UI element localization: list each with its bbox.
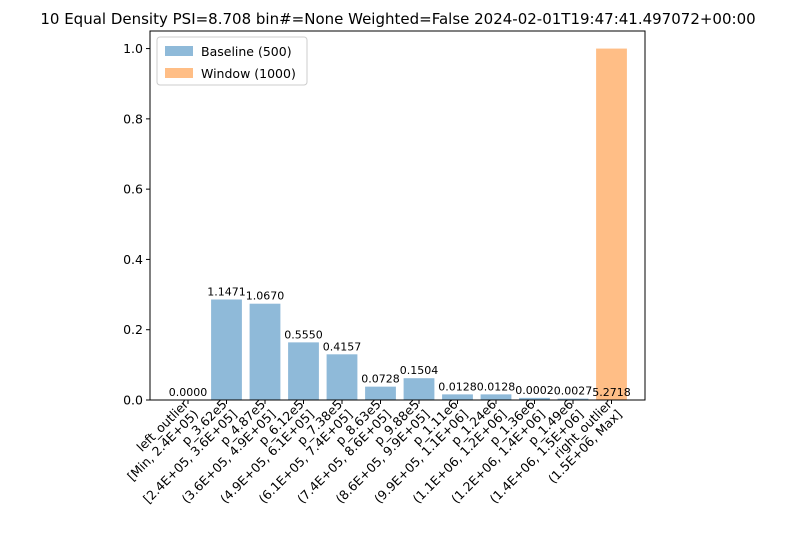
bar-value-label: 0.0002 [515,384,554,397]
axes-frame [149,30,646,401]
bar-baseline-5 [365,386,396,400]
bar-value-label: 0.4157 [323,340,362,353]
y-tick-label: 0.6 [123,182,143,197]
bar-value-label: 5.2718 [592,386,631,399]
chart-title: 10 Equal Density PSI=8.708 bin#=None Wei… [40,10,755,28]
bar-baseline-10 [557,398,589,400]
legend-label-1: Window (1000) [201,66,296,81]
bar-baseline-9 [519,397,550,400]
bar-value-label: 0.0027 [554,385,593,398]
legend-swatch-0 [165,46,193,56]
bar-value-label: 1.1471 [207,285,246,298]
bar-value-label: 0.0728 [361,373,400,386]
bar-window-11 [596,48,627,400]
bar-baseline-8 [480,394,512,400]
y-tick-label: 0.4 [123,252,143,267]
bar-value-label: 0.1504 [400,364,439,377]
bar-value-label: 0.0000 [169,386,208,399]
y-tick-label: 0.8 [123,111,143,126]
bar-value-label: 1.0670 [246,290,285,303]
bar-baseline-6 [403,378,435,400]
bar-value-label: 0.0128 [438,380,477,393]
bar-value-label: 0.0128 [477,380,516,393]
bar-baseline-2 [249,303,281,400]
legend-swatch-1 [165,68,193,78]
y-tick-label: 1.0 [123,41,143,56]
legend-label-0: Baseline (500) [201,44,292,59]
bar-baseline-3 [288,342,319,400]
y-tick-label: 0.0 [123,393,143,408]
bar-baseline-1 [211,299,242,400]
legend-box [156,36,308,86]
bar-baseline-7 [442,394,473,400]
y-tick-label: 0.2 [123,322,143,337]
bar-value-label: 0.5550 [284,328,323,341]
bar-baseline-4 [326,354,358,400]
